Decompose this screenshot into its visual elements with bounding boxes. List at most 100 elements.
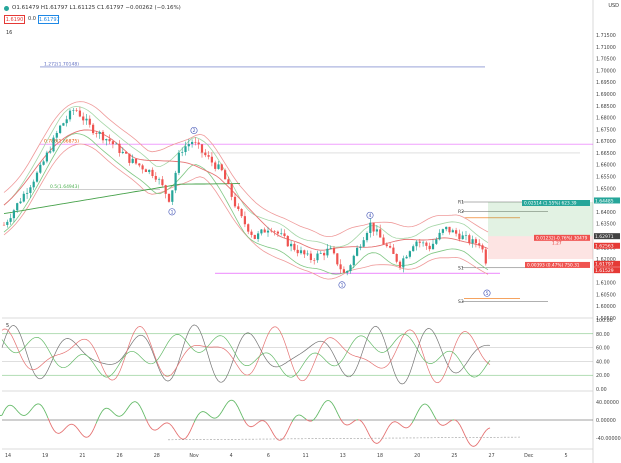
candle-body bbox=[101, 131, 105, 141]
osc2-line-segment bbox=[379, 438, 383, 442]
candle-body bbox=[125, 151, 128, 154]
moving-average-red bbox=[3, 129, 489, 251]
osc2-line-segment bbox=[35, 403, 39, 405]
osc2-line-segment bbox=[321, 402, 325, 407]
candle-body bbox=[224, 170, 227, 180]
candle-body bbox=[412, 246, 415, 252]
osc2-line-segment bbox=[123, 410, 127, 414]
osc2-line-segment bbox=[81, 434, 85, 437]
osc2-line-segment bbox=[179, 437, 183, 440]
candle-body bbox=[405, 256, 408, 259]
osc2-line-segment bbox=[185, 434, 189, 439]
osc2-line-segment bbox=[397, 422, 401, 425]
osc2-line-segment bbox=[287, 425, 291, 431]
osc2-line-segment bbox=[231, 399, 235, 402]
osc2-line-segment bbox=[329, 400, 333, 404]
osc2-line-segment bbox=[45, 413, 49, 419]
osc2-line-segment bbox=[349, 422, 353, 425]
osc2-line-segment bbox=[317, 409, 321, 414]
price-tick-label: 1.68500 bbox=[596, 104, 616, 110]
osc2-line-segment bbox=[63, 427, 67, 430]
osc2-line-segment bbox=[313, 416, 317, 420]
osc2-line-segment bbox=[293, 415, 297, 419]
osc2-line-segment bbox=[189, 426, 193, 432]
osc2-line-segment bbox=[357, 419, 361, 421]
stop-sub-text: 1.27 bbox=[552, 240, 562, 246]
moving-average-green bbox=[3, 183, 240, 215]
candle-body bbox=[98, 131, 101, 134]
osc2-line-segment bbox=[159, 425, 163, 428]
osc2-line-segment bbox=[207, 413, 211, 417]
candle-body bbox=[296, 249, 299, 254]
osc2-line-segment bbox=[427, 405, 431, 409]
osc2-line-segment bbox=[15, 409, 19, 412]
osc2-line-segment bbox=[371, 439, 375, 443]
sell-button[interactable]: 1.6190 bbox=[4, 15, 25, 24]
candle-body bbox=[428, 245, 431, 250]
candle-body bbox=[319, 253, 322, 254]
price-tick-label: 1.67000 bbox=[596, 139, 616, 145]
osc2-line-segment bbox=[277, 439, 281, 441]
osc2-line-segment bbox=[137, 403, 141, 407]
osc2-line-segment bbox=[67, 424, 71, 427]
osc2-line-segment bbox=[131, 401, 135, 404]
price-tick-label: 1.65000 bbox=[596, 186, 616, 192]
candle-body bbox=[227, 179, 230, 184]
osc2-line-segment bbox=[413, 415, 417, 420]
osc2-line-segment bbox=[465, 437, 469, 442]
candle-body bbox=[263, 229, 266, 233]
fib-label-1272: 1.272(1.70148) bbox=[44, 61, 79, 67]
osc2-line-segment bbox=[113, 413, 117, 416]
candle-body bbox=[339, 264, 342, 270]
osc2-line-segment bbox=[195, 414, 199, 419]
osc2-line-segment bbox=[445, 422, 449, 425]
stoch-k-line bbox=[1, 324, 491, 385]
osc2-line-segment bbox=[385, 427, 389, 432]
osc2-line-segment bbox=[351, 420, 355, 424]
osc2-line-segment bbox=[337, 413, 341, 419]
osc2-line-segment bbox=[221, 407, 225, 412]
candle-body bbox=[62, 123, 65, 126]
candle-body bbox=[316, 253, 319, 261]
osc2-line-segment bbox=[265, 422, 269, 426]
osc2-line-segment bbox=[255, 422, 259, 425]
osc2-line-segment bbox=[363, 424, 367, 429]
candle-body bbox=[49, 151, 52, 153]
osc2-line-segment bbox=[395, 421, 399, 424]
candle-body bbox=[309, 253, 312, 260]
osc2-line-segment bbox=[193, 418, 197, 423]
time-tick-label: 14 bbox=[5, 453, 11, 459]
candle-body bbox=[346, 271, 349, 273]
osc2-line-segment bbox=[419, 405, 423, 409]
osc2-line-segment bbox=[217, 414, 221, 417]
osc2-line-segment bbox=[91, 428, 95, 433]
candle-body bbox=[382, 237, 385, 245]
osc2-line-segment bbox=[115, 414, 119, 417]
main-indicator-label: 16 bbox=[6, 30, 13, 36]
buy-button[interactable]: 1.61797 bbox=[38, 15, 60, 24]
osc2-line-segment bbox=[455, 420, 459, 423]
osc-tick-label: 100.00 bbox=[596, 318, 613, 324]
candle-body bbox=[329, 247, 332, 249]
osc2-line-segment bbox=[37, 403, 41, 405]
candle-body bbox=[299, 250, 303, 254]
osc2-line-segment bbox=[223, 404, 227, 409]
ohlc-legend: O1.61479 H1.61797 L1.61125 C1.61797 −0.0… bbox=[4, 3, 181, 13]
price-tick-label: 1.71000 bbox=[596, 45, 616, 51]
price-tick-label: 1.66500 bbox=[596, 151, 616, 157]
osc-tick-label: 0.00 bbox=[596, 387, 607, 393]
osc2-line-segment bbox=[211, 417, 215, 419]
osc2-line-segment bbox=[283, 433, 287, 438]
osc2-line-segment bbox=[325, 399, 329, 402]
candle-body bbox=[233, 196, 237, 207]
osc2-line-segment bbox=[307, 420, 311, 422]
price-tick-label: 1.70000 bbox=[596, 68, 616, 74]
candle-body bbox=[59, 125, 62, 133]
time-tick-label: 21 bbox=[79, 453, 85, 459]
candle-body bbox=[181, 152, 184, 153]
candle-body bbox=[280, 233, 283, 235]
wave-label: 5 bbox=[486, 291, 489, 297]
candle-body bbox=[250, 231, 253, 235]
osc2-line-segment bbox=[449, 419, 453, 422]
